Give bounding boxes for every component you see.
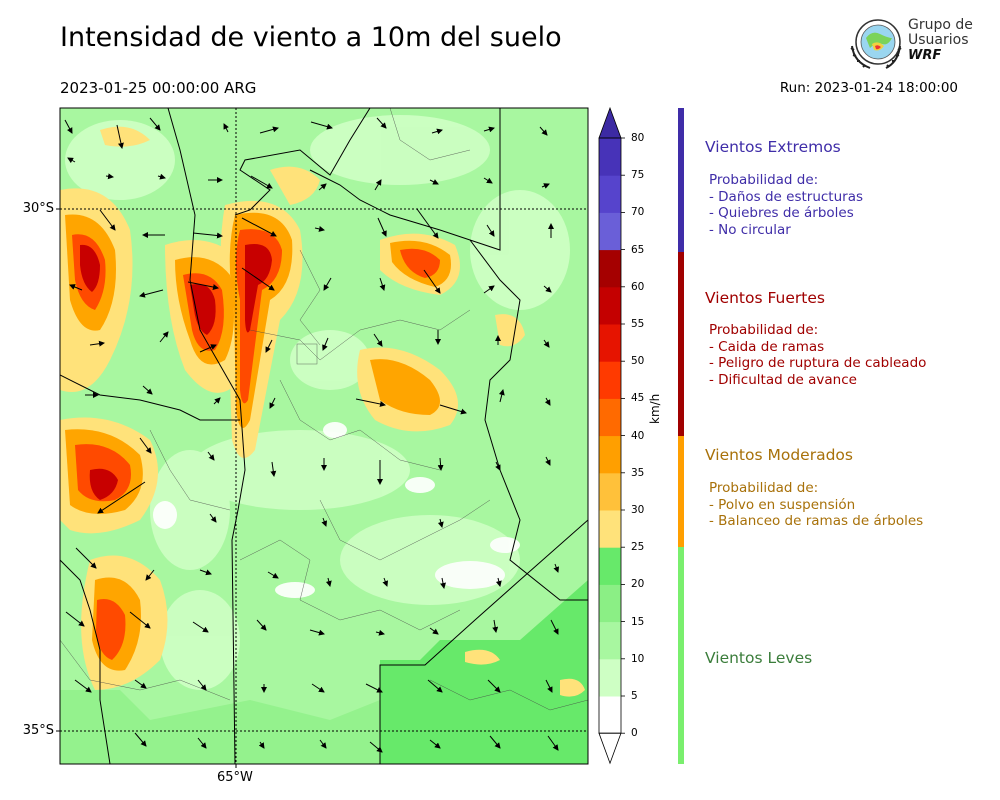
desc-line: - No circular — [709, 221, 791, 238]
category-desc-extremos: Probabilidad de: - Daños de estructuras … — [709, 172, 863, 238]
category-bars — [678, 108, 684, 764]
desc-line: Probabilidad de: — [709, 172, 819, 188]
category-desc-moderados: Probabilidad de: - Polvo en suspensión -… — [709, 480, 923, 530]
desc-line: - Polvo en suspensión — [709, 496, 856, 513]
colorbar-segment — [599, 249, 621, 288]
map-field — [60, 108, 588, 764]
category-title-leves: Vientos Leves — [705, 649, 813, 667]
colorbar-extend-bottom — [598, 732, 622, 765]
category-bar-segment — [678, 108, 684, 252]
colorbar-segment — [599, 547, 621, 585]
colorbar-segment — [599, 361, 621, 399]
desc-line: - Caida de ramas — [709, 338, 825, 355]
colorbar-segment — [599, 658, 621, 697]
lon-label-65w: 65°W — [217, 770, 253, 785]
colorbar-segment — [599, 175, 621, 213]
category-title-extremos: Vientos Extremos — [705, 138, 841, 156]
colorbar-segment — [599, 398, 621, 437]
colorbar-segment — [599, 472, 621, 511]
category-bar-segment — [678, 547, 684, 764]
desc-line: - Daños de estructuras — [709, 188, 864, 205]
colorbar-segment — [599, 286, 621, 325]
colorbar-segment — [599, 138, 621, 176]
category-title-fuertes: Vientos Fuertes — [705, 289, 825, 307]
map-frame — [59, 107, 589, 765]
colorbar-segment — [599, 510, 621, 548]
logo-line-3: WRF — [908, 48, 942, 63]
lat-label-35s: 35°S — [22, 723, 54, 738]
logo-line-1: Grupo de — [908, 17, 973, 33]
colorbar-segment — [599, 324, 621, 362]
category-bar-segment — [678, 436, 684, 547]
colorbar-segment — [599, 435, 621, 474]
colorbar-segment — [599, 584, 621, 623]
globe-seal-icon — [850, 19, 902, 69]
wind-vectors — [64, 117, 560, 753]
category-bar-segment — [678, 252, 684, 436]
colorbar-segment — [599, 212, 621, 251]
colorbar-segment — [599, 621, 621, 660]
colorbar-segment — [599, 696, 621, 734]
desc-line: - Balanceo de ramas de árboles — [709, 513, 924, 529]
lat-label-30s: 30°S — [22, 201, 54, 216]
desc-line: Probabilidad de: — [709, 322, 819, 338]
colorbar-extend-top — [598, 106, 622, 139]
desc-line: Probabilidad de: — [709, 480, 819, 496]
logo-line-2: Usuarios — [908, 32, 969, 48]
colorbar — [598, 106, 625, 765]
category-desc-fuertes: Probabilidad de: - Caida de ramas - Peli… — [709, 322, 926, 388]
desc-line: - Peligro de ruptura de cableado — [709, 355, 927, 371]
desc-line: - Quiebres de árboles — [709, 205, 854, 221]
valid-time: 2023-01-25 00:00:00 ARG — [60, 79, 257, 97]
category-title-moderados: Vientos Moderados — [705, 446, 853, 464]
page-title: Intensidad de viento a 10m del suelo — [60, 22, 562, 53]
colorbar-unit: km/h — [648, 393, 662, 424]
run-time: Run: 2023-01-24 18:00:00 — [779, 80, 958, 96]
wrf-logo: Grupo de Usuarios WRF — [848, 16, 973, 72]
desc-line: - Dificultad de avance — [709, 371, 857, 388]
